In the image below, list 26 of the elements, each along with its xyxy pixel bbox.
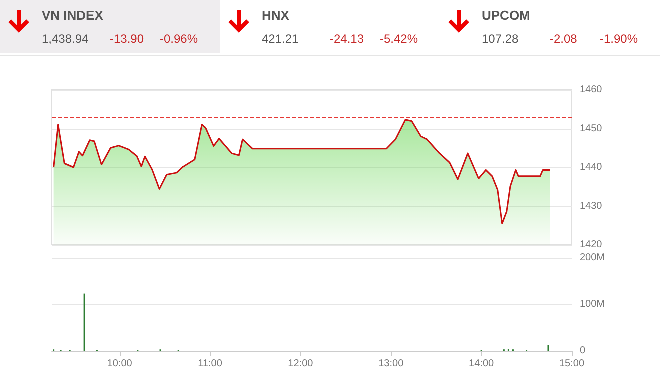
text: VN INDEX: [42, 8, 104, 23]
y-tick-label: 1420: [580, 240, 603, 250]
y-tick-label: 1430: [580, 200, 603, 212]
text: -0.96%: [160, 32, 198, 46]
x-tick-label: 14:00: [469, 358, 495, 370]
text: -2.08: [550, 32, 578, 46]
y-tick-label: 1460: [580, 84, 603, 96]
text: UPCOM: [482, 8, 530, 23]
text: 1,438.94: [42, 32, 89, 46]
text: HNX: [262, 8, 290, 23]
y-tick-label: 200M: [580, 252, 606, 264]
text: -13.90: [110, 32, 144, 46]
text: -1.90%: [600, 32, 638, 46]
x-tick-label: 12:00: [288, 358, 314, 370]
text: -24.13: [330, 32, 364, 46]
x-tick-label: 13:00: [378, 358, 404, 370]
text: 421.21: [262, 32, 299, 46]
y-tick-label: 1440: [580, 162, 603, 173]
x-tick-label: 15:00: [559, 358, 585, 370]
y-tick-label: 100M: [580, 299, 606, 310]
y-tick-label: 1450: [580, 123, 603, 134]
text: 107.28: [482, 32, 519, 46]
text: -5.42%: [380, 32, 418, 46]
x-tick-label: 11:00: [198, 358, 223, 370]
x-tick-label: 10:00: [107, 358, 133, 370]
y-tick-label: 0: [580, 346, 586, 356]
